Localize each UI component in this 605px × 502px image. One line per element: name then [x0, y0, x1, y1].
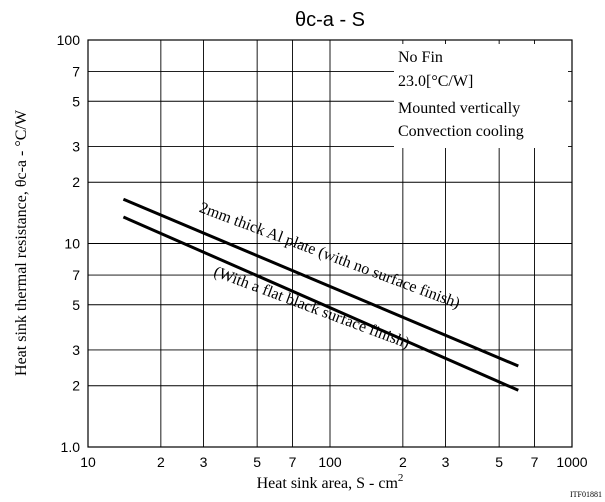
x-tick-label: 7 [289, 454, 297, 470]
y-tick-labels: 1.0 2 3 5 7 10 2 3 5 7 100 [57, 32, 81, 455]
chart-title: θc-a - S [295, 9, 365, 31]
y-axis-label: Heat sink thermal resistance, θc-a - °C/… [13, 109, 30, 376]
x-axis-label-superscript: 2 [398, 472, 404, 484]
x-axis-label: Heat sink area, S - cm2 [257, 472, 404, 492]
figure-code: ITF01881 [570, 490, 602, 499]
no-fin-label: No Fin [398, 49, 443, 66]
y-tick-label: 5 [72, 93, 80, 109]
x-tick-label: 7 [531, 454, 539, 470]
x-tick-label: 5 [253, 454, 261, 470]
no-fin-value: 23.0[°C/W] [398, 73, 473, 90]
x-tick-labels: 10 2 3 5 7 100 2 3 5 7 1000 [80, 454, 588, 470]
annotation-box-bg [394, 44, 568, 148]
y-tick-label: 3 [72, 138, 80, 154]
x-tick-label: 1000 [556, 454, 587, 470]
x-tick-label: 3 [200, 454, 208, 470]
x-tick-label: 2 [157, 454, 165, 470]
series-line-2 [122, 215, 519, 392]
y-tick-label: 5 [72, 297, 80, 313]
y-tick-label: 3 [72, 342, 80, 358]
x-tick-label: 3 [442, 454, 450, 470]
x-tick-label: 2 [399, 454, 407, 470]
y-tick-label: 2 [72, 174, 80, 190]
series-line-1 [122, 197, 519, 368]
y-tick-label: 1.0 [61, 439, 81, 455]
condition-line2: Convection cooling [398, 123, 524, 140]
y-tick-label: 100 [57, 32, 81, 48]
series-lines [122, 197, 519, 392]
x-tick-label: 100 [318, 454, 342, 470]
condition-line1: Mounted vertically [398, 100, 520, 117]
y-tick-label: 10 [64, 236, 80, 252]
x-tick-label: 5 [495, 454, 503, 470]
x-tick-label: 10 [80, 454, 96, 470]
y-tick-label: 2 [72, 378, 80, 394]
y-tick-label: 7 [72, 64, 80, 80]
plot-frame [87, 39, 573, 448]
y-tick-label: 7 [72, 267, 80, 283]
